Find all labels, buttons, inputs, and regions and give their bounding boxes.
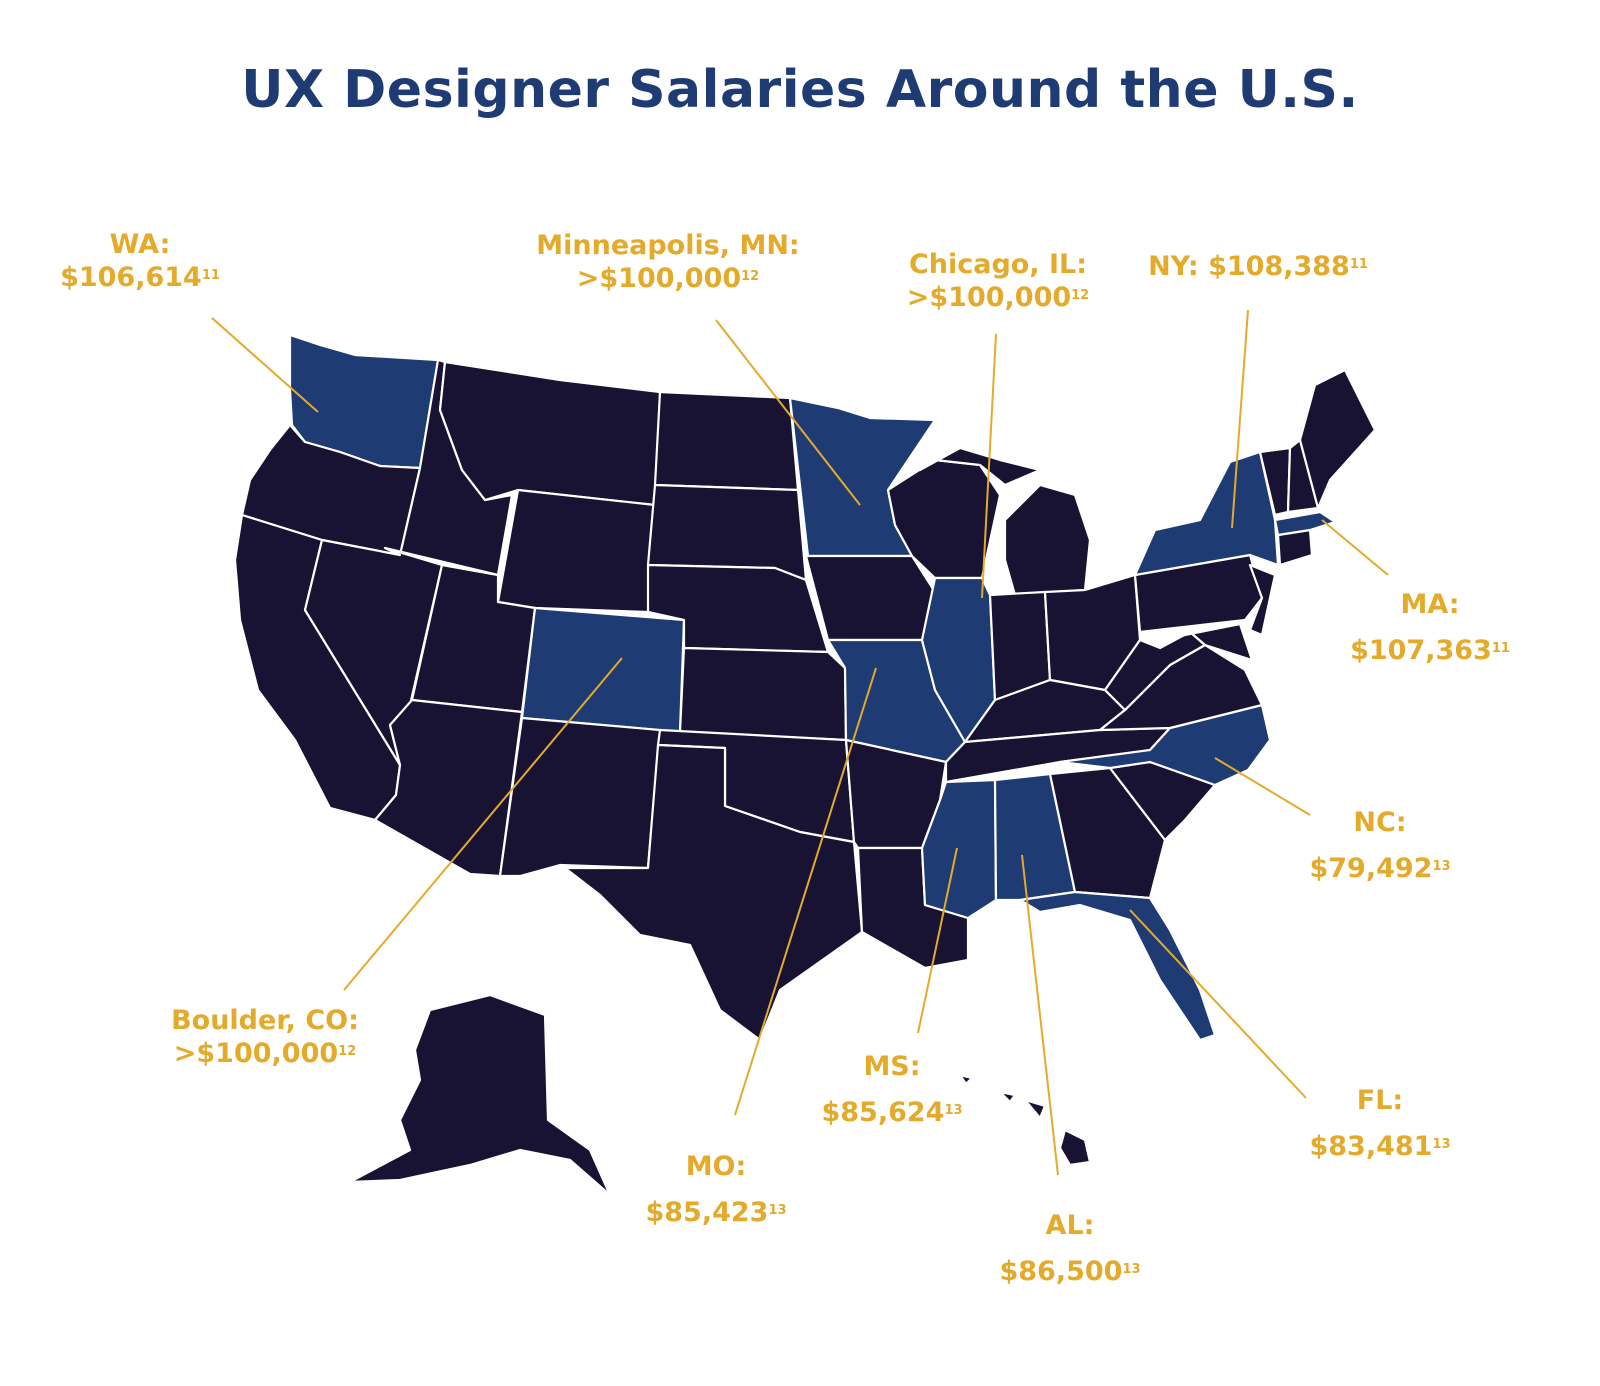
label-al-salary: $86,500 bbox=[999, 1256, 1123, 1287]
state-ME bbox=[1298, 368, 1377, 510]
state-ND bbox=[653, 390, 800, 492]
label-ny: NY: $108,38811 bbox=[1138, 250, 1378, 283]
label-co: Boulder, CO: >$100,00012 bbox=[150, 1004, 380, 1070]
label-mo-salary: $85,423 bbox=[645, 1197, 769, 1228]
label-mn-ref: 12 bbox=[741, 269, 760, 284]
label-ny-name: NY: bbox=[1148, 251, 1199, 282]
label-ma-salary: $107,363 bbox=[1350, 635, 1492, 666]
label-il: Chicago, IL: >$100,00012 bbox=[888, 248, 1108, 314]
state-HI-1 bbox=[1058, 1128, 1092, 1167]
label-fl-ref: 13 bbox=[1432, 1137, 1451, 1152]
label-al-name: AL: bbox=[1045, 1210, 1095, 1241]
state-AZ bbox=[373, 698, 524, 878]
label-ma: MA: $107,36311 bbox=[1340, 582, 1520, 674]
label-nc-ref: 13 bbox=[1432, 859, 1451, 874]
state-IA bbox=[804, 554, 937, 642]
label-mn: Minneapolis, MN: >$100,00012 bbox=[518, 229, 818, 295]
leader-wa bbox=[211, 317, 319, 413]
label-il-ref: 12 bbox=[1071, 288, 1090, 303]
label-wa: WA: $106,61411 bbox=[50, 228, 230, 294]
leader-ms bbox=[917, 847, 958, 1034]
state-CO bbox=[520, 606, 686, 734]
label-wa-ref: 11 bbox=[201, 268, 220, 283]
state-MT bbox=[438, 360, 662, 507]
state-MI bbox=[1003, 483, 1092, 597]
label-mn-salary: >$100,000 bbox=[576, 263, 742, 294]
label-ms-ref: 13 bbox=[944, 1103, 963, 1118]
label-il-name: Chicago, IL: bbox=[908, 249, 1088, 280]
label-ny-ref: 11 bbox=[1349, 257, 1368, 272]
state-KS bbox=[678, 646, 848, 742]
label-wa-name: WA: bbox=[109, 229, 171, 260]
state-NY bbox=[1133, 450, 1280, 577]
label-ms: MS: $85,62413 bbox=[812, 1044, 972, 1136]
leader-co bbox=[343, 657, 623, 991]
leader-mn bbox=[715, 319, 861, 506]
label-al: AL: $86,50013 bbox=[990, 1203, 1150, 1295]
label-ny-salary: $108,388 bbox=[1208, 251, 1350, 282]
label-mo-ref: 13 bbox=[768, 1203, 787, 1218]
leader-mo bbox=[734, 667, 877, 1116]
state-TX bbox=[563, 743, 864, 1042]
label-fl-salary: $83,481 bbox=[1309, 1131, 1433, 1162]
leader-fl bbox=[1129, 909, 1307, 1099]
label-ma-ref: 11 bbox=[1491, 641, 1510, 656]
label-nc-salary: $79,492 bbox=[1309, 853, 1433, 884]
state-WY bbox=[496, 488, 657, 614]
label-al-ref: 13 bbox=[1122, 1262, 1141, 1277]
state-MI-up bbox=[918, 446, 1042, 487]
state-MD bbox=[1158, 622, 1254, 662]
label-co-salary: >$100,000 bbox=[173, 1038, 339, 1069]
label-ms-name: MS: bbox=[863, 1051, 921, 1082]
label-ma-name: MA: bbox=[1400, 589, 1460, 620]
state-NM bbox=[498, 716, 662, 878]
label-il-salary: >$100,000 bbox=[906, 282, 1072, 313]
state-MA bbox=[1273, 510, 1337, 537]
state-HI-3 bbox=[998, 1090, 1017, 1104]
state-FL bbox=[1018, 890, 1217, 1042]
label-wa-salary: $106,614 bbox=[60, 262, 202, 293]
state-NJ bbox=[1248, 563, 1277, 637]
label-fl: FL: $83,48113 bbox=[1300, 1078, 1460, 1170]
label-mo: MO: $85,42313 bbox=[636, 1144, 796, 1236]
label-ms-salary: $85,624 bbox=[821, 1097, 945, 1128]
state-GA bbox=[1048, 766, 1167, 900]
label-fl-name: FL: bbox=[1356, 1085, 1404, 1116]
leader-al bbox=[1021, 854, 1059, 1176]
label-nc: NC: $79,49213 bbox=[1300, 800, 1460, 892]
map-title: UX Designer Salaries Around the U.S. bbox=[241, 60, 1359, 120]
state-NC bbox=[1058, 703, 1272, 787]
label-mo-name: MO: bbox=[685, 1151, 747, 1182]
leader-il bbox=[981, 333, 997, 599]
label-co-ref: 12 bbox=[338, 1044, 357, 1059]
label-mn-name: Minneapolis, MN: bbox=[536, 230, 800, 261]
label-nc-name: NC: bbox=[1353, 807, 1407, 838]
label-co-name: Boulder, CO: bbox=[171, 1005, 359, 1036]
leader-nc bbox=[1214, 757, 1311, 816]
state-HI-4 bbox=[958, 1073, 974, 1086]
state-AK bbox=[348, 993, 612, 1197]
state-HI-2 bbox=[1023, 1098, 1047, 1120]
leader-ny bbox=[1231, 309, 1249, 529]
leader-ma bbox=[1321, 519, 1389, 576]
